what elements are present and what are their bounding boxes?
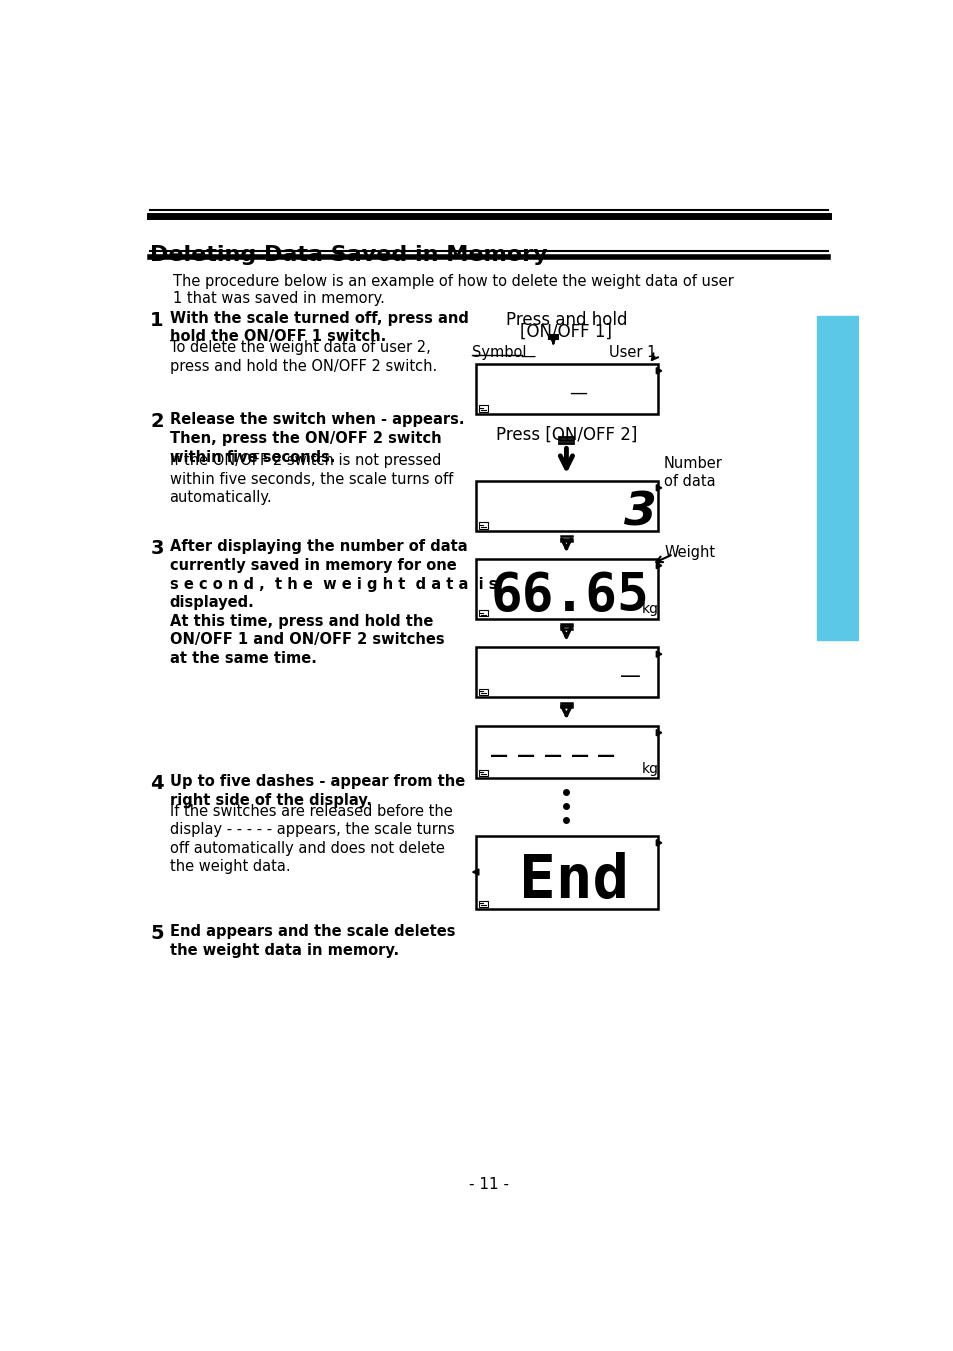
Text: Deleting Data Saved in Memory: Deleting Data Saved in Memory: [150, 246, 547, 265]
Text: Symbol: Symbol: [472, 346, 526, 361]
Text: User 1: User 1: [608, 346, 656, 361]
Text: With the scale turned off, press and
hold the ON/OFF 1 switch.: With the scale turned off, press and hol…: [170, 311, 468, 345]
Bar: [478, 770, 488, 775]
Text: kg: kg: [641, 601, 658, 616]
Text: —: —: [597, 747, 615, 765]
Text: After displaying the number of data
currently saved in memory for one
s e c o n : After displaying the number of data curr…: [170, 539, 497, 666]
Text: To delete the weight data of user 2,
press and hold the ON/OFF 2 switch.: To delete the weight data of user 2, pre…: [170, 340, 436, 374]
Text: If the switches are released before the
display - - - - - appears, the scale tur: If the switches are released before the …: [170, 804, 454, 874]
Bar: [476, 725, 658, 778]
Text: 2: 2: [150, 412, 164, 431]
Text: End: End: [518, 851, 629, 911]
Bar: [478, 689, 488, 694]
Bar: [476, 559, 658, 619]
Text: —: —: [490, 747, 508, 765]
Text: Press and hold: Press and hold: [505, 311, 626, 328]
Polygon shape: [656, 651, 661, 657]
Text: kg: kg: [641, 762, 658, 775]
Polygon shape: [656, 367, 661, 374]
Text: 3: 3: [150, 539, 164, 558]
Text: The procedure below is an example of how to delete the weight data of user
1 tha: The procedure below is an example of how…: [173, 274, 734, 307]
Text: 1: 1: [150, 311, 164, 330]
Text: —: —: [517, 747, 535, 765]
Text: 3: 3: [623, 490, 657, 536]
Text: —: —: [543, 747, 561, 765]
Text: 4: 4: [150, 774, 164, 793]
Text: If the ON/OFF 2 switch is not pressed
within five seconds, the scale turns off
a: If the ON/OFF 2 switch is not pressed wi…: [170, 453, 453, 505]
Polygon shape: [656, 485, 661, 490]
Text: Up to five dashes - appear from the
right side of the display.: Up to five dashes - appear from the righ…: [170, 774, 464, 808]
Text: 66.65: 66.65: [491, 570, 649, 623]
Bar: [476, 647, 658, 697]
Polygon shape: [656, 730, 661, 736]
Text: —: —: [571, 747, 589, 765]
Bar: [476, 363, 658, 413]
Bar: [816, 316, 858, 639]
Text: [ON/OFF 1]: [ON/OFF 1]: [520, 323, 612, 340]
Text: Number
of data: Number of data: [663, 457, 722, 489]
Polygon shape: [656, 840, 661, 846]
Text: —: —: [619, 666, 640, 686]
Bar: [478, 901, 488, 907]
Polygon shape: [472, 869, 478, 875]
Text: Press [ON/OFF 2]: Press [ON/OFF 2]: [496, 426, 637, 443]
Bar: [478, 523, 488, 528]
Bar: [476, 836, 658, 909]
Text: Weight: Weight: [663, 544, 715, 559]
Text: End appears and the scale deletes
the weight data in memory.: End appears and the scale deletes the we…: [170, 924, 455, 958]
Bar: [476, 481, 658, 531]
Bar: [478, 405, 488, 412]
Text: - 11 -: - 11 -: [469, 1177, 508, 1192]
Text: 5: 5: [150, 924, 164, 943]
Bar: [478, 611, 488, 616]
Text: —: —: [519, 349, 535, 363]
Text: Release the switch when - appears.
Then, press the ON/OFF 2 switch
within five s: Release the switch when - appears. Then,…: [170, 412, 464, 465]
Polygon shape: [656, 562, 661, 569]
Text: —: —: [568, 384, 586, 401]
